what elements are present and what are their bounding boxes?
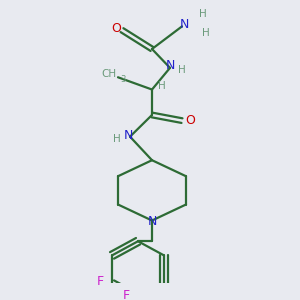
Text: N: N — [179, 18, 189, 31]
Text: H: H — [178, 65, 186, 75]
Text: F: F — [97, 275, 104, 288]
Text: N: N — [123, 129, 133, 142]
Text: F: F — [122, 290, 130, 300]
Text: CH: CH — [101, 68, 116, 79]
Text: O: O — [185, 114, 195, 127]
Text: O: O — [111, 22, 121, 35]
Text: H: H — [202, 28, 210, 38]
Text: N: N — [165, 59, 175, 73]
Text: H: H — [113, 134, 121, 143]
Text: H: H — [158, 81, 166, 91]
Text: 3: 3 — [121, 75, 126, 84]
Text: N: N — [147, 215, 157, 228]
Text: H: H — [199, 9, 207, 19]
